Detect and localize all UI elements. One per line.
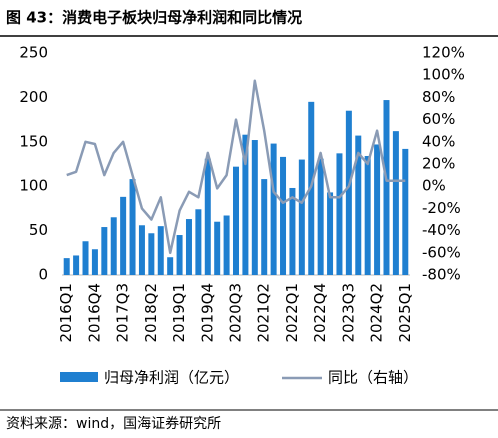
- bar: [73, 255, 80, 275]
- bar: [327, 192, 334, 275]
- bar: [176, 235, 183, 275]
- bar: [383, 100, 390, 276]
- bar: [204, 158, 211, 275]
- x-tick-label: 2017Q3: [114, 283, 132, 343]
- bar: [82, 241, 89, 275]
- chart-title: 图 43：消费电子板块归母净利润和同比情况: [6, 9, 302, 27]
- bar: [233, 166, 239, 275]
- y2-tick-label: 20%: [422, 155, 455, 173]
- bar: [110, 217, 117, 275]
- x-tick-label: 2018Q2: [142, 283, 160, 343]
- bar: [364, 156, 371, 275]
- bar: [345, 110, 352, 275]
- bar: [120, 196, 127, 275]
- bar: [261, 179, 268, 275]
- bar: [195, 209, 202, 275]
- bar: [242, 134, 249, 275]
- y2-tick-label: 60%: [422, 110, 455, 128]
- legend-swatch: [60, 372, 98, 382]
- x-tick-label: 2025Q1: [396, 283, 414, 343]
- x-tick-label: 2023Q3: [339, 283, 357, 343]
- y2-tick-label: 120%: [422, 44, 465, 62]
- x-tick-label: 2016Q4: [85, 283, 103, 343]
- bar: [374, 144, 381, 275]
- y2-tick-label: 100%: [422, 66, 465, 84]
- y2-tick-label: 40%: [422, 132, 455, 150]
- bar: [63, 258, 70, 275]
- y-tick-label: 150: [19, 132, 48, 150]
- y-tick-label: 50: [29, 221, 48, 239]
- bar: [167, 257, 174, 275]
- x-tick-label: 2019Q4: [198, 283, 216, 343]
- bar: [251, 140, 258, 275]
- bar: [298, 159, 305, 275]
- x-tick-label: 2024Q2: [368, 283, 386, 343]
- x-tick-label: 2021Q2: [255, 283, 273, 343]
- y2-tick-label: -60%: [422, 243, 461, 261]
- x-tick-label: 2019Q1: [170, 283, 188, 343]
- bar: [270, 143, 277, 275]
- legend-label: 归母净利润（亿元）: [104, 369, 239, 387]
- y2-tick-label: -20%: [422, 199, 461, 217]
- bar: [157, 226, 164, 275]
- x-tick-label: 2016Q1: [57, 283, 75, 343]
- y2-tick-label: -40%: [422, 221, 461, 239]
- bar: [185, 219, 192, 275]
- bar: [355, 135, 362, 275]
- bar: [280, 156, 287, 275]
- bar: [223, 215, 230, 275]
- bar: [91, 249, 98, 275]
- source: 资料来源：wind，国海证券研究所: [6, 416, 221, 432]
- bar: [129, 179, 136, 275]
- x-tick-label: 2020Q3: [227, 283, 245, 343]
- y2-tick-label: -80%: [422, 266, 461, 284]
- bar: [214, 221, 221, 275]
- x-tick-label: 2022Q1: [283, 283, 301, 343]
- bar: [336, 153, 343, 275]
- bar: [289, 187, 296, 275]
- legend-label: 同比（右轴）: [328, 369, 418, 387]
- bar: [392, 131, 399, 275]
- bar: [317, 158, 324, 275]
- bar: [101, 227, 108, 275]
- bar: [148, 233, 155, 275]
- y2-tick-label: 0%: [422, 177, 446, 195]
- y-tick-label: 200: [19, 88, 48, 106]
- bar: [402, 148, 409, 275]
- y-tick-label: 100: [19, 177, 48, 195]
- x-tick-label: 2022Q4: [311, 283, 329, 343]
- y-tick-label: 0: [38, 266, 48, 284]
- line: [66, 79, 406, 255]
- y-tick-label: 250: [19, 44, 48, 62]
- y2-tick-label: 80%: [422, 88, 455, 106]
- bar: [138, 225, 145, 275]
